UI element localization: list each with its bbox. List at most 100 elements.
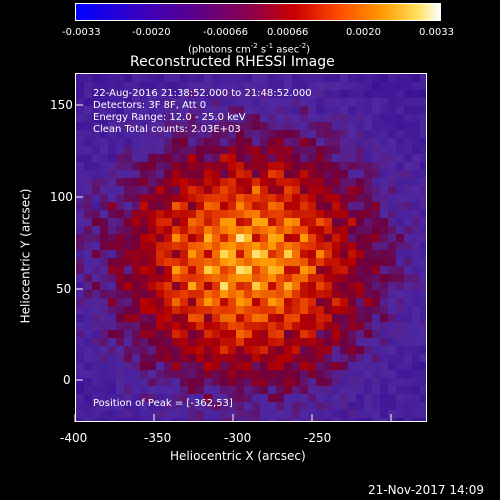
heatmap-cell [124,346,132,354]
heatmap-cell [180,114,188,122]
heatmap-cell [100,346,108,354]
heatmap-cell [172,114,180,122]
heatmap-cell [140,82,148,90]
heatmap-cell [172,330,180,338]
heatmap-cell [404,418,412,421]
heatmap-cell [164,418,172,421]
heatmap-cell [396,402,404,410]
heatmap-cell [236,162,244,170]
heatmap-cell [188,194,196,202]
heatmap-cell [132,122,140,130]
heatmap-cell [188,298,196,306]
heatmap-cell [124,146,132,154]
heatmap-cell [412,314,420,322]
heatmap-cell [316,418,324,421]
heatmap-cell [380,218,388,226]
heatmap-cell [268,130,276,138]
heatmap-cell [204,74,212,82]
heatmap-cell [108,210,116,218]
heatmap-cell [116,418,124,421]
heatmap-cell [404,178,412,186]
heatmap-cell [132,146,140,154]
heatmap-cell [268,114,276,122]
heatmap-cell [196,146,204,154]
heatmap-cell [148,82,156,90]
heatmap-cell [348,322,356,330]
heatmap-cell [340,82,348,90]
heatmap-cell [324,226,332,234]
heatmap-cell [276,378,284,386]
heatmap-cell [340,226,348,234]
heatmap-cell [260,122,268,130]
heatmap-cell [100,138,108,146]
heatmap-cell [140,322,148,330]
heatmap-cell [180,106,188,114]
heatmap-cell [204,258,212,266]
heatmap-cell [172,250,180,258]
heatmap-cell [172,178,180,186]
heatmap-cell [228,226,236,234]
heatmap-cell [404,314,412,322]
heatmap-cell [340,306,348,314]
heatmap-cell [252,346,260,354]
heatmap-cell [236,330,244,338]
heatmap-cell [212,226,220,234]
heatmap-cell [396,346,404,354]
heatmap-cell [260,322,268,330]
heatmap-cell [364,314,372,322]
heatmap-cell [276,370,284,378]
heatmap-cell [260,130,268,138]
heatmap-cell [396,370,404,378]
heatmap-cell [180,402,188,410]
heatmap-cell [100,130,108,138]
heatmap-cell [404,162,412,170]
heatmap-cell [356,410,364,418]
heatmap-cell [156,170,164,178]
heatmap-cell [308,186,316,194]
heatmap-cell [316,74,324,82]
heatmap-cell [100,114,108,122]
heatmap-cell [100,418,108,421]
heatmap-cell [356,202,364,210]
heatmap-cell [132,402,140,410]
heatmap-cell [188,274,196,282]
heatmap-cell [300,330,308,338]
heatmap-cell [188,74,196,82]
heatmap-cell [348,394,356,402]
heatmap-cell [412,122,420,130]
heatmap-cell [188,186,196,194]
heatmap-cell [412,306,420,314]
heatmap-cell [180,338,188,346]
heatmap-cell [300,146,308,154]
heatmap-cell [364,106,372,114]
heatmap-cell [164,410,172,418]
colorbar-tick-label: 0.0033 [419,27,454,38]
heatmap-cell [324,98,332,106]
heatmap-cell [276,218,284,226]
heatmap-cell [188,418,196,421]
heatmap-cell [268,82,276,90]
heatmap-cell [348,330,356,338]
heatmap-cell [100,146,108,154]
heatmap-cell [156,194,164,202]
heatmap-cell [252,194,260,202]
heatmap-cell [132,234,140,242]
heatmap-cell [364,282,372,290]
heatmap-cell [188,114,196,122]
heatmap-cell [364,378,372,386]
heatmap-cell [228,250,236,258]
heatmap-cell [340,106,348,114]
heatmap-cell [220,258,228,266]
heatmap-cell [292,354,300,362]
heatmap-cell [156,338,164,346]
heatmap-cell [340,298,348,306]
heatmap-cell [420,178,426,186]
heatmap-cell [236,378,244,386]
heatmap-cell [324,410,332,418]
heatmap-cell [300,82,308,90]
heatmap-cell [356,250,364,258]
heatmap-cell [84,290,92,298]
heatmap-cell [100,394,108,402]
heatmap-cell [180,418,188,421]
heatmap-cell [388,122,396,130]
